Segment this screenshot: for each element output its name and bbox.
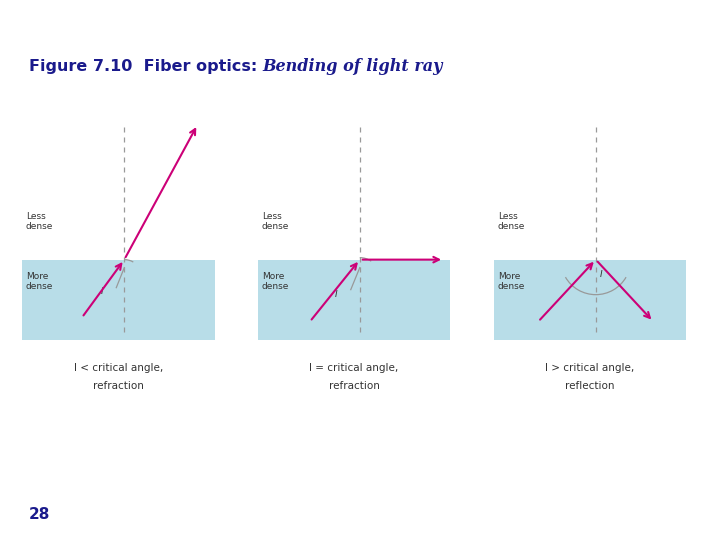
Text: Less
dense: Less dense: [498, 212, 526, 231]
Text: I > critical angle,: I > critical angle,: [545, 363, 634, 373]
Text: Figure 7.10  Fiber optics:: Figure 7.10 Fiber optics:: [29, 59, 263, 74]
Text: I: I: [335, 290, 337, 299]
Text: I = critical angle,: I = critical angle,: [310, 363, 399, 373]
Text: I < critical angle,: I < critical angle,: [74, 363, 163, 373]
Text: More
dense: More dense: [26, 272, 53, 292]
Text: 28: 28: [29, 507, 50, 522]
Text: Less
dense: Less dense: [26, 212, 53, 231]
Text: I: I: [101, 287, 104, 296]
Bar: [258, 260, 450, 340]
Text: refraction: refraction: [328, 381, 379, 391]
Text: reflection: reflection: [565, 381, 615, 391]
Bar: [22, 260, 215, 340]
Text: Bending of light ray: Bending of light ray: [263, 58, 443, 75]
Bar: [494, 260, 686, 340]
Text: I: I: [600, 270, 602, 279]
Text: More
dense: More dense: [498, 272, 526, 292]
Text: Less
dense: Less dense: [262, 212, 289, 231]
Text: More
dense: More dense: [262, 272, 289, 292]
Text: refraction: refraction: [93, 381, 144, 391]
